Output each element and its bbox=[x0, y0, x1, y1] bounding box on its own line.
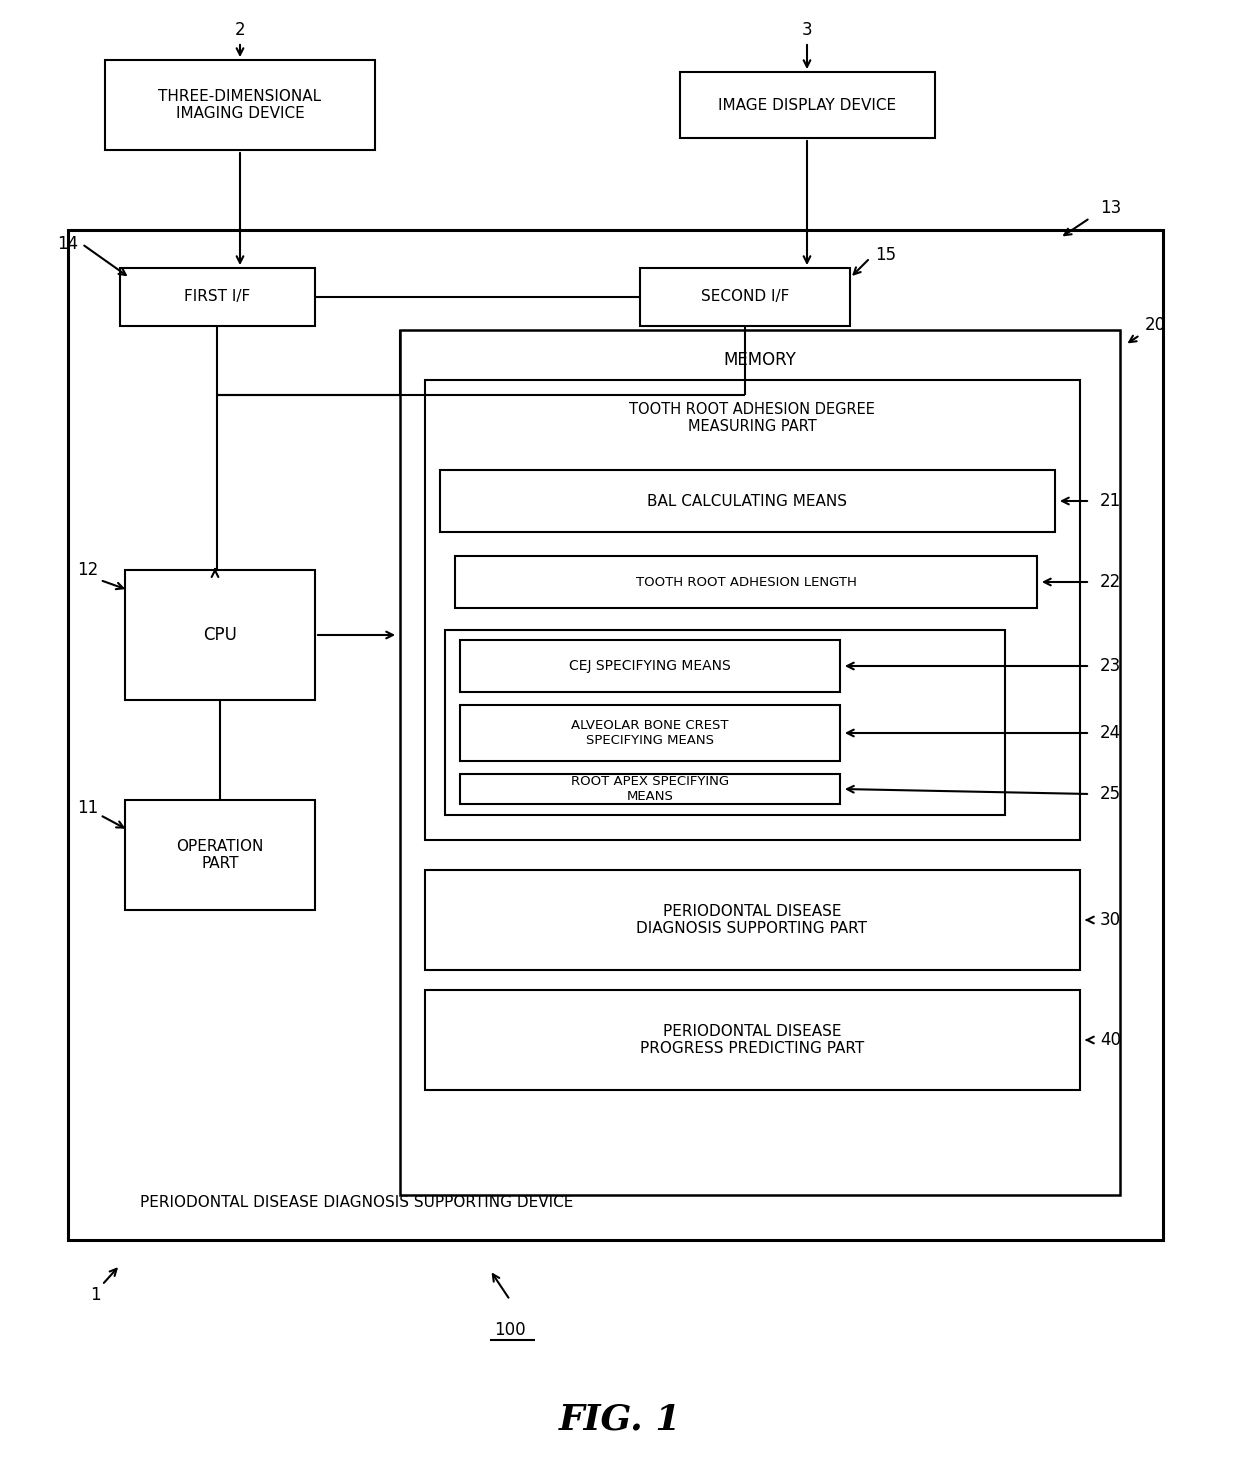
Text: 2: 2 bbox=[234, 21, 246, 40]
Bar bbox=[445, 629, 1004, 816]
Bar bbox=[105, 60, 374, 150]
Bar bbox=[120, 268, 315, 326]
Bar bbox=[425, 990, 1080, 1090]
Text: 20: 20 bbox=[1145, 315, 1166, 334]
Text: ALVEOLAR BONE CREST
SPECIFYING MEANS: ALVEOLAR BONE CREST SPECIFYING MEANS bbox=[572, 719, 729, 747]
Bar bbox=[460, 775, 839, 804]
Bar bbox=[401, 330, 1120, 1196]
Bar bbox=[460, 640, 839, 692]
Text: THREE-DIMENSIONAL
IMAGING DEVICE: THREE-DIMENSIONAL IMAGING DEVICE bbox=[159, 89, 321, 122]
Text: MEMORY: MEMORY bbox=[724, 351, 796, 370]
Text: 15: 15 bbox=[875, 246, 897, 264]
Text: 11: 11 bbox=[77, 800, 98, 817]
Bar bbox=[440, 469, 1055, 533]
Text: 22: 22 bbox=[1100, 574, 1121, 591]
Bar bbox=[425, 380, 1080, 841]
Text: IMAGE DISPLAY DEVICE: IMAGE DISPLAY DEVICE bbox=[718, 97, 897, 113]
Bar bbox=[460, 706, 839, 761]
Bar bbox=[455, 556, 1037, 607]
Text: 14: 14 bbox=[57, 235, 78, 252]
Text: FIRST I/F: FIRST I/F bbox=[184, 289, 250, 305]
Bar bbox=[68, 230, 1163, 1240]
Bar bbox=[640, 268, 849, 326]
Text: 3: 3 bbox=[802, 21, 812, 40]
Text: BAL CALCULATING MEANS: BAL CALCULATING MEANS bbox=[647, 493, 847, 509]
Bar bbox=[125, 800, 315, 910]
Text: PERIODONTAL DISEASE
PROGRESS PREDICTING PART: PERIODONTAL DISEASE PROGRESS PREDICTING … bbox=[640, 1024, 864, 1056]
Text: TOOTH ROOT ADHESION DEGREE
MEASURING PART: TOOTH ROOT ADHESION DEGREE MEASURING PAR… bbox=[629, 402, 875, 434]
Text: 12: 12 bbox=[77, 560, 98, 579]
Text: 30: 30 bbox=[1100, 911, 1121, 929]
Text: SECOND I/F: SECOND I/F bbox=[701, 289, 789, 305]
Text: OPERATION
PART: OPERATION PART bbox=[176, 839, 264, 871]
Text: PERIODONTAL DISEASE DIAGNOSIS SUPPORTING DEVICE: PERIODONTAL DISEASE DIAGNOSIS SUPPORTING… bbox=[140, 1196, 573, 1210]
Text: CEJ SPECIFYING MEANS: CEJ SPECIFYING MEANS bbox=[569, 659, 730, 673]
Text: 25: 25 bbox=[1100, 785, 1121, 802]
Text: TOOTH ROOT ADHESION LENGTH: TOOTH ROOT ADHESION LENGTH bbox=[636, 575, 857, 588]
Text: ROOT APEX SPECIFYING
MEANS: ROOT APEX SPECIFYING MEANS bbox=[570, 775, 729, 802]
Bar bbox=[680, 72, 935, 138]
Text: 1: 1 bbox=[91, 1287, 100, 1304]
Bar bbox=[425, 870, 1080, 970]
Text: 24: 24 bbox=[1100, 725, 1121, 742]
Text: PERIODONTAL DISEASE
DIAGNOSIS SUPPORTING PART: PERIODONTAL DISEASE DIAGNOSIS SUPPORTING… bbox=[636, 904, 868, 936]
Text: FIG. 1: FIG. 1 bbox=[559, 1402, 681, 1438]
Text: 13: 13 bbox=[1100, 200, 1121, 217]
Text: 23: 23 bbox=[1100, 657, 1121, 675]
Text: 40: 40 bbox=[1100, 1031, 1121, 1049]
Text: CPU: CPU bbox=[203, 626, 237, 644]
Text: 100: 100 bbox=[495, 1320, 526, 1339]
Bar bbox=[125, 571, 315, 700]
Text: 21: 21 bbox=[1100, 491, 1121, 511]
